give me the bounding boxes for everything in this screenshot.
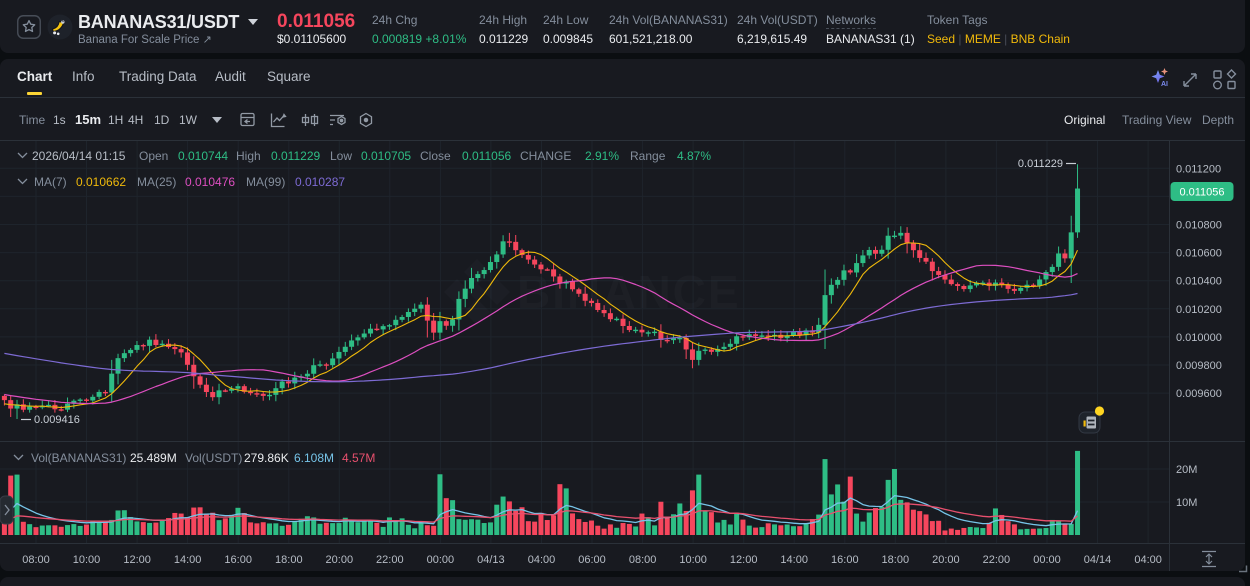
svg-text:0.010400: 0.010400 xyxy=(1176,276,1222,288)
svg-text:0.011200: 0.011200 xyxy=(1176,163,1221,175)
svg-text:00:00: 00:00 xyxy=(427,554,455,566)
svg-text:CHANGE: CHANGE xyxy=(520,149,571,163)
svg-text:22:00: 22:00 xyxy=(376,554,404,566)
svg-text:Open: Open xyxy=(139,149,168,163)
svg-text:0.011056: 0.011056 xyxy=(1179,187,1224,199)
svg-text:20:00: 20:00 xyxy=(932,554,960,566)
svg-text:00:00: 00:00 xyxy=(1033,554,1061,566)
svg-text:AI: AI xyxy=(1161,81,1168,88)
svg-text:12:00: 12:00 xyxy=(123,554,151,566)
svg-text:08:00: 08:00 xyxy=(22,554,50,566)
svg-text:MA(7): MA(7) xyxy=(34,175,67,189)
svg-text:06:00: 06:00 xyxy=(578,554,606,566)
svg-text:0.010200: 0.010200 xyxy=(1176,304,1222,316)
svg-text:0.009600: 0.009600 xyxy=(1176,388,1222,400)
svg-text:0.010000: 0.010000 xyxy=(1176,332,1222,344)
svg-text:20:00: 20:00 xyxy=(326,554,354,566)
svg-text:0.009800: 0.009800 xyxy=(1176,360,1222,372)
svg-text:BINANCE: BINANCE xyxy=(517,266,741,318)
svg-text:16:00: 16:00 xyxy=(224,554,252,566)
svg-text:18:00: 18:00 xyxy=(882,554,910,566)
svg-text:4.57M: 4.57M xyxy=(342,451,375,465)
svg-text:08:00: 08:00 xyxy=(629,554,657,566)
svg-text:0.010600: 0.010600 xyxy=(1176,248,1222,260)
svg-text:0.011229: 0.011229 xyxy=(1018,158,1063,170)
svg-text:0.009416: 0.009416 xyxy=(34,414,80,426)
svg-text:Vol(BANANAS31): Vol(BANANAS31) xyxy=(31,451,126,465)
svg-text:10:00: 10:00 xyxy=(73,554,101,566)
svg-text:0.010287: 0.010287 xyxy=(295,175,345,189)
svg-text:12:00: 12:00 xyxy=(730,554,758,566)
svg-text:04/13: 04/13 xyxy=(477,554,505,566)
svg-text:Range: Range xyxy=(630,149,666,163)
svg-text:04/14: 04/14 xyxy=(1084,554,1112,566)
svg-text:0.011056: 0.011056 xyxy=(462,149,511,163)
svg-text:Vol(USDT): Vol(USDT) xyxy=(185,451,242,465)
svg-text:10:00: 10:00 xyxy=(679,554,707,566)
svg-text:20M: 20M xyxy=(1176,464,1197,476)
svg-text:18:00: 18:00 xyxy=(275,554,303,566)
svg-text:6.108M: 6.108M xyxy=(294,451,334,465)
svg-text:22:00: 22:00 xyxy=(983,554,1011,566)
svg-text:MA(25): MA(25) xyxy=(137,175,176,189)
svg-text:0.010744: 0.010744 xyxy=(178,149,228,163)
svg-text:14:00: 14:00 xyxy=(780,554,808,566)
svg-text:04:00: 04:00 xyxy=(528,554,556,566)
svg-text:High: High xyxy=(236,149,261,163)
svg-text:2.91%: 2.91% xyxy=(585,149,619,163)
svg-text:0.010705: 0.010705 xyxy=(361,149,411,163)
svg-text:Close: Close xyxy=(420,149,451,163)
svg-text:MA(99): MA(99) xyxy=(246,175,285,189)
svg-text:04:00: 04:00 xyxy=(1134,554,1162,566)
svg-text:10M: 10M xyxy=(1176,497,1197,509)
svg-text:2026/04/14 01:15: 2026/04/14 01:15 xyxy=(32,149,126,163)
svg-text:0.010800: 0.010800 xyxy=(1176,220,1222,232)
svg-text:25.489M: 25.489M xyxy=(130,451,177,465)
svg-text:0.010662: 0.010662 xyxy=(76,175,126,189)
svg-text:Low: Low xyxy=(330,149,352,163)
svg-text:0.010476: 0.010476 xyxy=(185,175,235,189)
svg-text:4.87%: 4.87% xyxy=(677,149,711,163)
svg-text:14:00: 14:00 xyxy=(174,554,202,566)
svg-text:0.011229: 0.011229 xyxy=(271,149,320,163)
svg-text:16:00: 16:00 xyxy=(831,554,859,566)
svg-text:279.86K: 279.86K xyxy=(244,451,289,465)
